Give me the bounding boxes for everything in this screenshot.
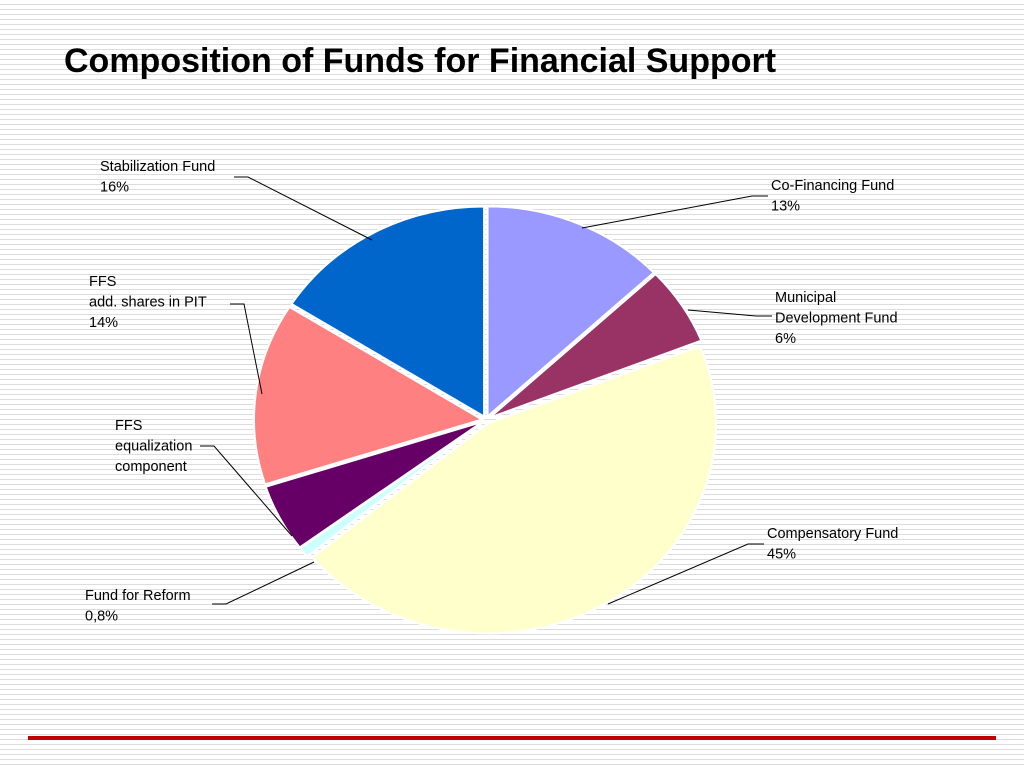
leader-line-0 <box>581 195 768 229</box>
pie-slice-2 <box>310 344 718 635</box>
slice-label-6-line-1: 16% <box>100 180 129 196</box>
slide-title: Composition of Funds for Financial Suppo… <box>64 42 777 80</box>
slice-label-4-line-0: FFS <box>115 418 142 434</box>
slice-label-4: FFS equalization component <box>115 418 192 475</box>
slice-label-2: Compensatory Fund 45% <box>767 526 898 563</box>
pie-slice-6 <box>290 205 486 419</box>
leader-line-3 <box>212 561 315 605</box>
slice-label-3: Fund for Reform 0,8% <box>85 588 191 625</box>
leader-line-1 <box>687 309 772 317</box>
pie-slice-1 <box>488 272 703 419</box>
slice-label-5: FFS add. shares in PIT 14% <box>89 274 207 331</box>
slice-label-3-line-0: Fund for Reform <box>85 588 191 604</box>
slice-label-0: Co-Financing Fund 13% <box>771 178 894 215</box>
slice-label-5-line-0: FFS <box>89 274 116 290</box>
slice-label-6-line-0: Stabilization Fund <box>100 159 215 175</box>
slice-label-4-line-1: equalization <box>115 439 192 455</box>
footer-divider <box>28 736 996 740</box>
slice-label-1: Municipal Development Fund 6% <box>775 290 898 347</box>
slice-label-2-line-1: 45% <box>767 547 796 563</box>
leader-line-4 <box>200 445 293 537</box>
slice-label-0-line-0: Co-Financing Fund <box>771 178 894 194</box>
slice-label-4-line-2: component <box>115 459 187 475</box>
slice-label-1-line-2: 6% <box>775 331 796 347</box>
slice-label-2-line-0: Compensatory Fund <box>767 526 898 542</box>
slice-label-3-line-1: 0,8% <box>85 609 118 625</box>
slice-label-5-line-2: 14% <box>89 315 118 331</box>
leader-line-5 <box>230 303 263 395</box>
slice-label-1-line-1: Development Fund <box>775 311 898 327</box>
slice-label-6: Stabilization Fund 16% <box>100 159 215 196</box>
leader-line-6 <box>234 176 373 241</box>
slice-label-5-line-1: add. shares in PIT <box>89 295 207 311</box>
slice-label-1-line-0: Municipal <box>775 290 836 306</box>
leader-line-2 <box>607 543 764 605</box>
pie-slice-0 <box>486 205 656 419</box>
slice-label-0-line-1: 13% <box>771 199 800 215</box>
pie-slice-5 <box>253 305 485 486</box>
pie-slice-4 <box>264 420 484 549</box>
